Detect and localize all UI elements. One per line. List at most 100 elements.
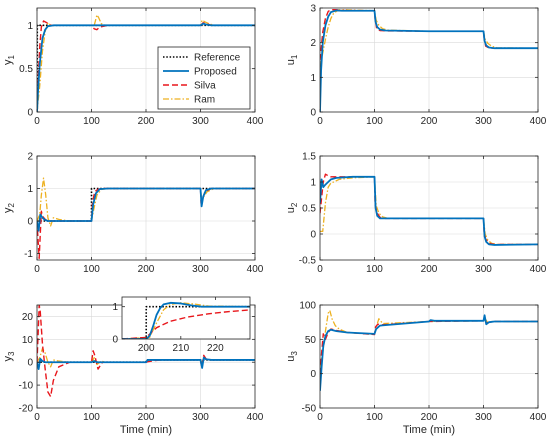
y-tick-label: 0.5 (19, 64, 33, 75)
x-tick-label: 100 (83, 116, 100, 127)
y-axis-label-sub: 2 (7, 202, 16, 207)
x-tick-label: 400 (530, 412, 547, 423)
x-tick-label: 220 (207, 343, 224, 354)
y-axis-label-main: y (2, 59, 14, 65)
y-axis-label-main: y (2, 355, 14, 361)
legend-label-silva: Silva (194, 81, 216, 92)
y-tick-label: 0 (310, 369, 316, 380)
series-group (320, 173, 538, 246)
series-group (320, 309, 538, 391)
x-tick-label: 0 (317, 412, 323, 423)
series-ram (320, 309, 538, 367)
chart-y3-inset: 200 210 220 0 1 (112, 296, 251, 354)
y-tick-label: 0 (27, 358, 33, 369)
x-tick-label: 100 (83, 412, 100, 423)
y-tick-label: 2 (310, 38, 316, 49)
y-tick-label: -20 (19, 404, 34, 415)
series-group (37, 305, 255, 398)
series-ram (122, 302, 250, 339)
y-axis-label-sub: 1 (7, 54, 16, 59)
x-tick-label: 0 (34, 264, 40, 275)
y-axis-label-main: u (285, 356, 297, 362)
x-tick-label: 0 (317, 264, 323, 275)
x-tick-label: 300 (475, 264, 492, 275)
x-tick-label: 200 (421, 264, 438, 275)
series-reference (122, 305, 250, 339)
y-axis-label-sub: 3 (7, 351, 16, 356)
y-axis-label-main: y (2, 207, 14, 213)
y-tick-label: 0.5 (302, 204, 316, 215)
y-tick-label: -1 (24, 249, 33, 260)
x-tick-label: 400 (247, 264, 264, 275)
x-tick-label: 210 (172, 343, 189, 354)
y-tick-label: 1.5 (302, 152, 316, 163)
series-silva (122, 309, 250, 339)
y-tick-label: 0 (112, 335, 118, 346)
series-proposed (320, 314, 538, 391)
x-tick-label: 300 (192, 116, 209, 127)
y-axis-label-sub: 2 (290, 202, 299, 207)
x-tick-label: 100 (366, 264, 383, 275)
y-axis-label-sub: 3 (290, 351, 299, 356)
y-tick-label: 0 (27, 217, 33, 228)
x-tick-label: 300 (192, 264, 209, 275)
y-tick-label: 1 (112, 302, 118, 313)
series-ram (320, 176, 538, 246)
series-proposed (37, 187, 255, 232)
y-tick-label: 0 (27, 108, 33, 119)
y-tick-label: 1 (27, 21, 33, 32)
series-proposed (37, 22, 255, 112)
y-tick-label: -50 (302, 404, 317, 415)
series-group (37, 177, 255, 260)
series-group (122, 301, 250, 339)
x-tick-label: 100 (83, 264, 100, 275)
y-axis-label: u1 (285, 54, 299, 65)
y-tick-label: 0 (310, 230, 316, 241)
series-ram (320, 9, 538, 68)
y-tick-label: 0 (310, 108, 316, 119)
x-axis-label: Time (min) (403, 424, 455, 436)
x-tick-label: 200 (138, 264, 155, 275)
legend-label-reference: Reference (194, 53, 241, 64)
x-axis-label: Time (min) (120, 424, 172, 436)
y-tick-label: 1 (310, 178, 316, 189)
x-tick-label: 100 (366, 116, 383, 127)
chart-u2: 0 100 200 300 400-0.500.511.5u2 (285, 152, 547, 276)
y-axis-label: y2 (2, 202, 16, 213)
series-proposed (320, 9, 538, 112)
legend-label-ram: Ram (194, 95, 215, 106)
y-axis-label: u2 (285, 202, 299, 213)
series-proposed (320, 175, 538, 246)
x-tick-label: 200 (138, 343, 155, 354)
axes-frame (121, 296, 251, 340)
series-proposed (122, 301, 250, 339)
y-tick-label: 3 (310, 4, 316, 15)
y-tick-label: 100 (299, 301, 316, 312)
y-axis-label-sub: 1 (290, 54, 299, 59)
x-tick-label: 0 (34, 116, 40, 127)
y-axis-label: y3 (2, 351, 16, 362)
x-tick-label: 200 (138, 116, 155, 127)
x-tick-label: 400 (530, 116, 547, 127)
y-tick-label: 1 (310, 73, 316, 84)
y-axis-label: y1 (2, 54, 16, 65)
x-tick-label: 200 (421, 116, 438, 127)
y-tick-label: 1 (27, 184, 33, 195)
x-tick-label: 100 (366, 412, 383, 423)
legend: Reference Proposed Silva Ram (157, 46, 251, 110)
x-tick-label: 200 (138, 412, 155, 423)
series-group (320, 9, 538, 112)
x-tick-label: 200 (421, 412, 438, 423)
x-tick-label: 400 (247, 116, 264, 127)
y-axis-label: u3 (285, 351, 299, 362)
y-tick-label: 20 (22, 312, 34, 323)
x-tick-label: 300 (475, 116, 492, 127)
x-tick-label: 0 (34, 412, 40, 423)
y-tick-label: -10 (19, 381, 34, 392)
legend-label-proposed: Proposed (194, 67, 237, 78)
